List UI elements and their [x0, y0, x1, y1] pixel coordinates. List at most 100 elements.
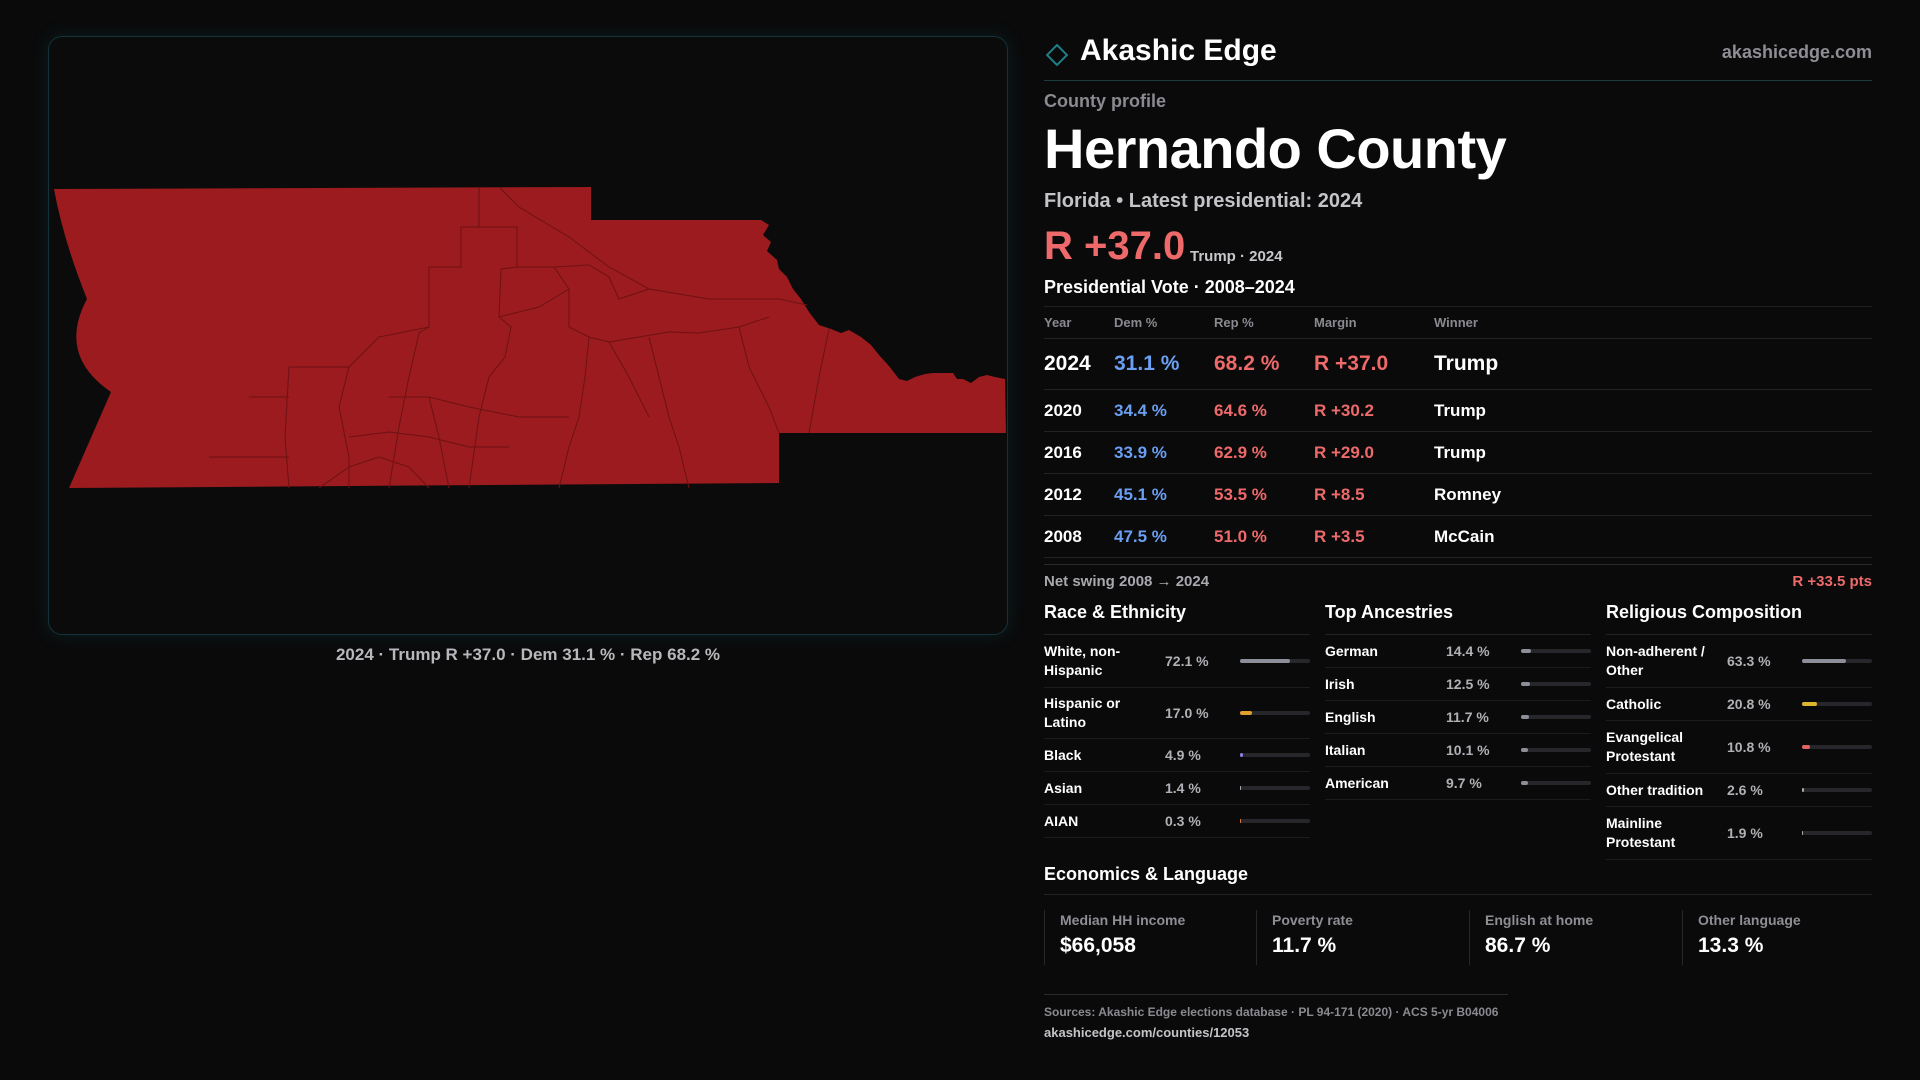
row-winner: Trump: [1434, 401, 1486, 420]
item-percent: 0.3 %: [1165, 812, 1201, 829]
county-shape[interactable]: [54, 187, 1006, 488]
net-swing-row: Net swing 2008 → 2024 R +33.5 pts: [1044, 564, 1872, 593]
row-dem: 34.4 %: [1114, 401, 1167, 420]
item-bar-fill: [1802, 831, 1804, 835]
item-label: Irish: [1325, 675, 1355, 692]
item-bar-track: [1240, 753, 1310, 757]
list-item: Asian 1.4 %: [1044, 772, 1310, 805]
item-percent: 12.5 %: [1446, 675, 1490, 692]
econ-label: English at home: [1485, 912, 1594, 928]
religion-list: Non-adherent / Other 63.3 % Catholic 20.8 %…: [1606, 635, 1872, 860]
race-ethnicity-title: Race & Ethnicity: [1044, 602, 1310, 635]
county-url-link[interactable]: akashicedge.com/counties/12053: [1044, 1025, 1250, 1040]
brand-name[interactable]: Akashic Edge: [1080, 34, 1277, 67]
item-bar-track: [1240, 819, 1310, 823]
item-bar-fill: [1240, 753, 1244, 757]
county-profile-panel: Akashic Edge akashicedge.com County prof…: [1044, 30, 1872, 1040]
item-percent: 17.0 %: [1165, 704, 1209, 721]
brand-url-link[interactable]: akashicedge.com: [1721, 42, 1872, 62]
header-dem: Dem %: [1114, 315, 1158, 330]
ancestries-section: Top Ancestries German 14.4 % Irish 12.5 % En…: [1325, 602, 1591, 800]
econ-value: 86.7 %: [1485, 934, 1551, 957]
item-label: Mainline Protestant: [1606, 815, 1676, 850]
item-bar-fill: [1240, 786, 1242, 790]
race-ethnicity-list: White, non-Hispanic 72.1 % Hispanic or Lat…: [1044, 635, 1310, 838]
row-rep: 53.5 %: [1214, 485, 1267, 504]
row-dem: 33.9 %: [1114, 443, 1167, 462]
item-label: White, non-Hispanic: [1044, 643, 1121, 678]
item-percent: 4.9 %: [1165, 746, 1201, 763]
item-bar-track: [1802, 659, 1872, 663]
econ-value: 13.3 %: [1698, 934, 1764, 957]
list-item: Italian 10.1 %: [1325, 734, 1591, 767]
econ-value: 11.7 %: [1272, 934, 1337, 957]
precinct-boundaries: [209, 186, 830, 489]
county-map[interactable]: [49, 37, 1008, 635]
table-row[interactable]: 2024 31.1 % 68.2 % R +37.0 Trump: [1044, 339, 1872, 390]
item-percent: 72.1 %: [1165, 652, 1209, 669]
item-bar-fill: [1802, 659, 1847, 663]
item-percent: 1.4 %: [1165, 779, 1201, 796]
econ-card-income: Median HH income $66,058: [1044, 910, 1241, 965]
item-bar-track: [1240, 659, 1310, 663]
list-item: White, non-Hispanic 72.1 %: [1044, 635, 1310, 688]
item-percent: 1.9 %: [1727, 824, 1763, 841]
net-swing-value: R +33.5 pts: [1792, 573, 1872, 590]
item-bar-fill: [1521, 682, 1530, 686]
row-year: 2012: [1044, 485, 1082, 504]
item-percent: 14.4 %: [1446, 642, 1490, 659]
row-rep: 64.6 %: [1214, 401, 1267, 420]
header-margin: Margin: [1314, 315, 1357, 330]
vote-table-title: Presidential Vote · 2008–2024: [1044, 277, 1295, 297]
row-margin: R +30.2: [1314, 401, 1375, 420]
row-margin: R +8.5: [1314, 485, 1365, 504]
list-item: English 11.7 %: [1325, 701, 1591, 734]
row-margin: R +37.0: [1314, 352, 1389, 375]
item-bar-track: [1802, 831, 1872, 835]
brand-header: Akashic Edge akashicedge.com: [1044, 30, 1872, 81]
item-bar-fill: [1521, 781, 1528, 785]
row-winner: Trump: [1434, 352, 1499, 375]
item-percent: 10.1 %: [1446, 741, 1490, 758]
econ-label: Median HH income: [1060, 912, 1186, 928]
item-label: Catholic: [1606, 695, 1662, 712]
page-title: Hernando County: [1044, 117, 1507, 180]
item-bar-track: [1802, 702, 1872, 706]
row-dem: 45.1 %: [1114, 485, 1167, 504]
item-bar-fill: [1802, 702, 1817, 706]
table-row[interactable]: 2012 45.1 % 53.5 % R +8.5 Romney: [1044, 474, 1872, 516]
item-percent: 63.3 %: [1727, 652, 1771, 669]
list-item: German 14.4 %: [1325, 635, 1591, 668]
item-bar-fill: [1240, 659, 1291, 663]
item-bar-track: [1802, 745, 1872, 749]
row-winner: Romney: [1434, 485, 1502, 504]
list-item: Hispanic or Latino 17.0 %: [1044, 688, 1310, 739]
table-row[interactable]: 2016 33.9 % 62.9 % R +29.0 Trump: [1044, 432, 1872, 474]
row-rep: 51.0 %: [1214, 527, 1267, 546]
net-swing-label: Net swing 2008 → 2024: [1044, 573, 1210, 590]
item-bar-track: [1521, 715, 1591, 719]
row-year: 2016: [1044, 443, 1082, 462]
sources-line: Sources: Akashic Edge elections database…: [1044, 1005, 1499, 1019]
row-winner: McCain: [1434, 527, 1495, 546]
item-label: Italian: [1325, 741, 1366, 758]
latest-margin-note: Trump · 2024: [1190, 248, 1283, 265]
row-dem: 31.1 %: [1114, 352, 1180, 375]
diamond-icon: [1046, 44, 1068, 66]
item-label: American: [1325, 774, 1389, 791]
econ-label: Other language: [1698, 912, 1801, 928]
county-map-panel[interactable]: [48, 36, 1008, 635]
item-label: English: [1325, 708, 1376, 725]
header-winner: Winner: [1434, 315, 1478, 330]
ancestries-list: German 14.4 % Irish 12.5 % English 11.7 % Ital…: [1325, 635, 1591, 800]
list-item: Mainline Protestant 1.9 %: [1606, 807, 1872, 860]
table-row[interactable]: 2020 34.4 % 64.6 % R +30.2 Trump: [1044, 390, 1872, 432]
item-bar-fill: [1521, 748, 1529, 752]
item-bar-track: [1521, 649, 1591, 653]
item-bar-fill: [1240, 819, 1242, 823]
table-row[interactable]: 2008 47.5 % 51.0 % R +3.5 McCain: [1044, 516, 1872, 558]
item-label: Non-adherent / Other: [1606, 643, 1705, 678]
item-percent: 9.7 %: [1446, 774, 1482, 791]
item-bar-fill: [1802, 745, 1810, 749]
item-label: Asian: [1044, 779, 1083, 796]
